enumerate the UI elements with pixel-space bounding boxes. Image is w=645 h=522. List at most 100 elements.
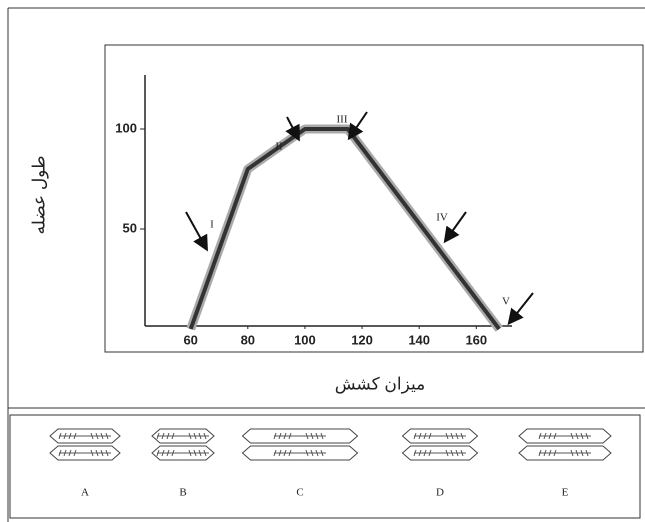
sarcomere xyxy=(241,428,359,444)
cross-bridge xyxy=(538,432,542,440)
cross-bridge xyxy=(553,449,557,457)
cross-bridge xyxy=(90,449,94,457)
cross-bridge xyxy=(105,432,109,440)
y-axis-label: طول عضله xyxy=(29,155,49,234)
cross-bridge xyxy=(580,432,584,440)
sarcomere xyxy=(518,428,612,444)
cross-bridge xyxy=(580,449,584,457)
cross-bridge xyxy=(310,449,314,457)
cross-bridge xyxy=(73,432,77,440)
diagram-label: E xyxy=(562,487,569,499)
cross-bridge xyxy=(455,432,459,440)
sarcomere xyxy=(151,428,215,444)
cross-bridge xyxy=(305,432,309,440)
cross-bridge xyxy=(305,449,309,457)
cross-bridge xyxy=(63,432,67,440)
diagram-label: D xyxy=(436,487,444,499)
cross-bridge xyxy=(90,432,94,440)
x-tick-label: 140 xyxy=(408,332,430,347)
cross-bridge xyxy=(585,432,589,440)
y-tick-label: 100 xyxy=(115,120,137,135)
cross-bridge xyxy=(320,449,324,457)
annotation: III xyxy=(337,114,348,126)
sarcomere xyxy=(518,445,612,461)
diagram-label: C xyxy=(296,487,303,499)
x-tick-label: 80 xyxy=(241,332,255,347)
cross-bridge xyxy=(198,432,202,440)
cross-bridge xyxy=(428,432,432,440)
cross-bridge xyxy=(450,432,454,440)
cross-bridge xyxy=(95,432,99,440)
annotation-arrow xyxy=(443,211,467,244)
cross-bridge xyxy=(455,449,459,457)
cross-bridge xyxy=(73,449,77,457)
cross-bridge xyxy=(95,449,99,457)
cross-bridge xyxy=(166,449,170,457)
cross-bridge xyxy=(575,432,579,440)
y-tick-label: 50 xyxy=(123,220,137,235)
annotation-arrow xyxy=(185,211,208,252)
cross-bridge xyxy=(273,432,277,440)
chart-box xyxy=(104,44,644,353)
cross-bridge xyxy=(315,449,319,457)
sarcomere xyxy=(151,445,215,461)
cross-bridge xyxy=(188,449,192,457)
annotation: IV xyxy=(436,212,448,224)
sarcomere xyxy=(401,445,479,461)
annotation: II xyxy=(275,141,283,153)
cross-bridge xyxy=(288,432,292,440)
sarcomere xyxy=(401,428,479,444)
cross-bridge xyxy=(288,449,292,457)
x-axis-label: میزان کشش xyxy=(335,374,425,394)
annotation-arrow xyxy=(285,116,300,142)
cross-bridge xyxy=(570,449,574,457)
cross-bridge xyxy=(161,449,165,457)
annotation-arrow xyxy=(507,292,534,326)
cross-bridge xyxy=(283,432,287,440)
line xyxy=(188,127,501,331)
cross-bridge xyxy=(203,449,207,457)
cross-bridge xyxy=(171,449,175,457)
sarcomere xyxy=(49,428,121,444)
x-tick-label: 60 xyxy=(183,332,197,347)
sarcomere xyxy=(49,445,121,461)
x-tick-label: 160 xyxy=(465,332,487,347)
cross-bridge xyxy=(68,432,72,440)
cross-bridge xyxy=(161,432,165,440)
cross-bridge xyxy=(58,432,62,440)
cross-bridge xyxy=(310,432,314,440)
diagram-label: B xyxy=(179,487,186,499)
cross-bridge xyxy=(445,432,449,440)
cross-bridge xyxy=(188,432,192,440)
cross-bridge xyxy=(428,449,432,457)
annotation-arrow xyxy=(347,111,368,141)
cross-bridge xyxy=(413,432,417,440)
cross-bridge xyxy=(171,432,175,440)
cross-bridge xyxy=(283,449,287,457)
cross-bridge xyxy=(315,432,319,440)
cross-bridge xyxy=(418,432,422,440)
diagram-box xyxy=(9,414,641,519)
cross-bridge xyxy=(58,449,62,457)
cross-bridge xyxy=(156,449,160,457)
annotation: I xyxy=(210,219,214,231)
cross-bridge xyxy=(203,432,207,440)
diagram-label: A xyxy=(81,487,89,499)
cross-bridge xyxy=(105,449,109,457)
sarcomere xyxy=(241,445,359,461)
cross-bridge xyxy=(548,432,552,440)
cross-bridge xyxy=(100,432,104,440)
cross-bridge xyxy=(538,449,542,457)
cross-bridge xyxy=(585,449,589,457)
cross-bridge xyxy=(166,432,170,440)
cross-bridge xyxy=(68,449,72,457)
cross-bridge xyxy=(543,449,547,457)
cross-bridge xyxy=(320,432,324,440)
cross-bridge xyxy=(450,449,454,457)
cross-bridge xyxy=(418,449,422,457)
cross-bridge xyxy=(100,449,104,457)
cross-bridge xyxy=(193,449,197,457)
cross-bridge xyxy=(543,432,547,440)
cross-bridge xyxy=(413,449,417,457)
